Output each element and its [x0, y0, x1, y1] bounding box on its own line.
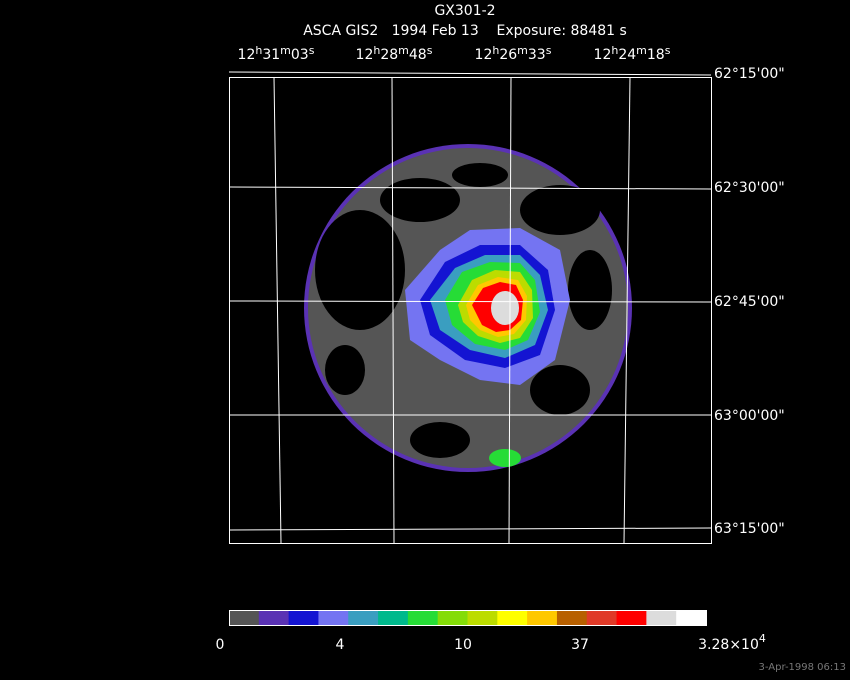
dec-label: 62°15'00"	[714, 66, 785, 82]
ra-unit: m	[517, 44, 528, 57]
coordinate-grid	[228, 71, 712, 544]
ra-value: 12	[356, 47, 374, 63]
label-text: 4	[336, 637, 345, 653]
ra-unit: h	[611, 44, 618, 57]
timestamp: 3-Apr-1998 06:13	[759, 662, 846, 673]
dec-label: 62°30'00"	[714, 180, 785, 196]
colorbar-frame	[229, 610, 707, 626]
colorbar-swatch	[527, 611, 558, 625]
ra-value: 31	[262, 47, 280, 63]
ra-label: 12h26m33s	[475, 44, 552, 63]
colorbar-swatch	[467, 611, 498, 625]
dec-label: 62°45'00"	[714, 294, 785, 310]
ra-unit: m	[280, 44, 291, 57]
title: GX301-2	[434, 3, 495, 19]
colorbar-swatch	[497, 611, 528, 625]
ra-unit: s	[427, 44, 433, 57]
ra-label: 12h31m03s	[238, 44, 315, 63]
colorbar-swatch	[437, 611, 468, 625]
ra-value: 48	[409, 47, 427, 63]
colorbar-swatch	[229, 611, 260, 625]
ra-value: 26	[499, 47, 517, 63]
label-text: 37	[571, 637, 589, 653]
ra-unit: s	[665, 44, 671, 57]
colorbar-swatch	[348, 611, 379, 625]
colorbar-swatch	[556, 611, 588, 625]
ra-label: 12h28m48s	[356, 44, 433, 63]
ra-value: 28	[380, 47, 398, 63]
ra-unit: s	[309, 44, 315, 57]
ra-value: 33	[528, 47, 546, 63]
ra-unit: s	[546, 44, 552, 57]
exponent: 4	[759, 632, 766, 645]
colorbar-swatch	[288, 611, 319, 625]
ra-unit: h	[373, 44, 380, 57]
label-text: 3.28×10	[698, 637, 759, 653]
dec-label: 63°00'00"	[714, 408, 785, 424]
ra-unit: h	[492, 44, 499, 57]
ra-value: 24	[618, 47, 636, 63]
colorbar-label: 37	[571, 637, 589, 653]
colorbar-swatch	[676, 611, 707, 625]
ra-value: 03	[291, 47, 309, 63]
colorbar-label: 10	[454, 637, 472, 653]
ra-value: 12	[594, 47, 612, 63]
colorbar-swatch	[318, 611, 349, 625]
colorbar-swatch	[378, 611, 409, 625]
ra-unit: m	[398, 44, 409, 57]
label-text: 0	[216, 637, 225, 653]
ra-label: 12h24m18s	[594, 44, 671, 63]
colorbar-swatch	[407, 611, 439, 625]
ra-value: 18	[647, 47, 665, 63]
colorbar-label: 4	[336, 637, 345, 653]
ra-value: 12	[238, 47, 256, 63]
ra-unit: m	[636, 44, 647, 57]
ra-unit: h	[255, 44, 262, 57]
colorbar-swatch	[586, 611, 618, 625]
colorbar-swatch	[646, 611, 677, 625]
dec-label: 63°15'00"	[714, 521, 785, 537]
colorbar-swatch	[616, 611, 647, 625]
subtitle: ASCA GIS2 1994 Feb 13 Exposure: 88481 s	[303, 23, 627, 39]
xray-image	[304, 144, 632, 472]
colorbar-swatch	[258, 611, 290, 625]
colorbar-label: 0	[216, 637, 225, 653]
ra-value: 12	[475, 47, 493, 63]
label-text: 10	[454, 637, 472, 653]
colorbar-label: 3.28×104	[698, 632, 766, 653]
